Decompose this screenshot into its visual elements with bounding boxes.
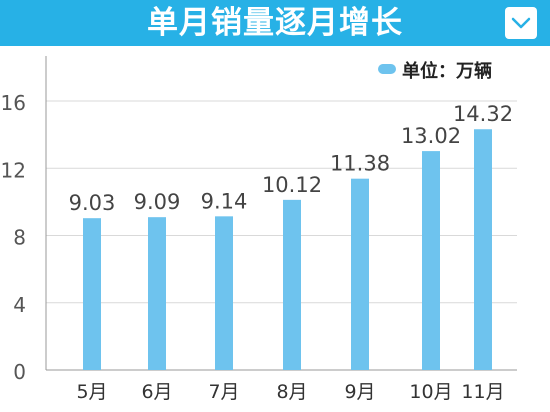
chart-title: 单月销量逐月增长 — [147, 5, 403, 41]
bar — [148, 217, 166, 370]
data-label: 14.32 — [453, 102, 513, 126]
data-label: 9.03 — [69, 191, 116, 215]
y-tick-label: 16 — [1, 91, 26, 115]
bar — [283, 199, 301, 370]
data-label: 11.38 — [330, 152, 390, 176]
bar — [422, 151, 440, 370]
x-tick-label: 11月 — [461, 381, 504, 403]
y-tick-label: 0 — [13, 360, 26, 384]
data-label: 10.12 — [262, 173, 322, 197]
legend-label: 单位：万辆 — [402, 60, 492, 82]
x-tick-label: 6月 — [141, 381, 172, 403]
bar — [474, 129, 492, 370]
chevron-down-icon — [511, 17, 531, 29]
y-tick-label: 4 — [13, 293, 26, 317]
data-label: 9.14 — [201, 189, 248, 213]
x-tick-label: 8月 — [276, 381, 307, 403]
y-tick-label: 8 — [13, 226, 26, 250]
x-tick-label: 7月 — [208, 381, 239, 403]
x-tick-label: 9月 — [344, 381, 375, 403]
y-tick-label: 12 — [1, 158, 26, 182]
header-bar: 单月销量逐月增长 — [0, 0, 550, 46]
bar — [351, 178, 369, 370]
bar-chart: 0 4 8 12 16 9.03 5月 9.09 6月 9.14 7月 10.12 8月 11.38 9月 1… — [1, 56, 517, 403]
data-label: 9.09 — [134, 190, 181, 214]
bar — [215, 216, 233, 370]
x-tick-label: 5月 — [76, 381, 107, 403]
collapse-button[interactable] — [505, 7, 537, 39]
bar — [83, 218, 101, 370]
data-label: 13.02 — [401, 124, 461, 148]
x-tick-label: 10月 — [409, 381, 452, 403]
legend-swatch — [378, 64, 396, 74]
